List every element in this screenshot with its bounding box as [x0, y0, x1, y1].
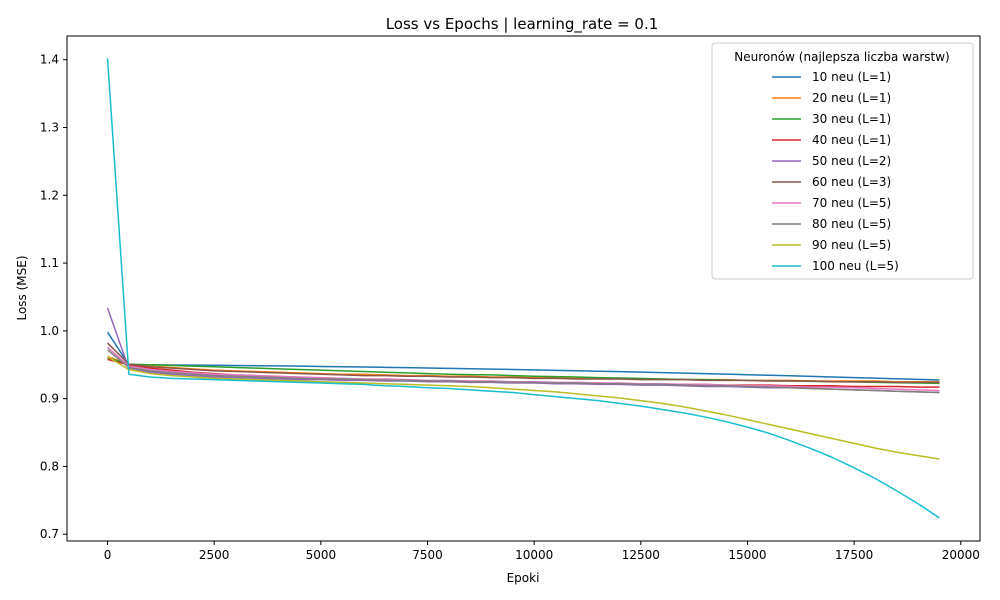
x-tick-label: 10000	[515, 548, 553, 562]
x-tick-label: 5000	[306, 548, 337, 562]
x-tick-label: 15000	[728, 548, 766, 562]
y-tick-label: 1.2	[40, 188, 59, 202]
legend-entry: 70 neu (L=5)	[812, 196, 891, 210]
legend-entry: 80 neu (L=5)	[812, 217, 891, 231]
legend-title: Neuronów (najlepsza liczba warstw)	[734, 50, 949, 64]
axes-frame	[66, 35, 981, 542]
x-tick-label: 2500	[199, 548, 230, 562]
y-axis-label: Loss (MSE)	[15, 255, 29, 320]
legend-entry: 50 neu (L=2)	[812, 154, 891, 168]
legend-entry: 100 neu (L=5)	[812, 259, 899, 273]
series-line-8	[107, 349, 940, 394]
legend-box	[711, 42, 974, 280]
legend-entry: 90 neu (L=5)	[812, 238, 891, 252]
x-tick-label: 20000	[942, 548, 980, 562]
y-tick-label: 0.9	[40, 392, 59, 406]
series-line-6	[107, 342, 940, 384]
chart-title: Loss vs Epochs | learning_rate = 0.1	[386, 15, 659, 34]
plot-area	[106, 58, 940, 519]
series-line-10	[106, 58, 940, 519]
y-tick-label: 0.8	[40, 459, 59, 473]
x-axis-label: Epoki	[507, 571, 540, 585]
x-tick-label: 17500	[835, 548, 873, 562]
y-tick-label: 1.3	[40, 121, 59, 135]
y-axis: 0.7 0.8 0.9 1.0 1.1 1.2 1.3 1.4	[40, 53, 67, 541]
legend-entry: 60 neu (L=3)	[812, 175, 891, 189]
legend-items: 10 neu (L=1) 20 neu (L=1) 30 neu (L=1) 40 n…	[772, 70, 899, 273]
x-tick-label: 7500	[412, 548, 443, 562]
legend-entry: 40 neu (L=1)	[812, 133, 891, 147]
x-axis: 0 2500 5000 7500 10000 12500 15000 17500 20000	[104, 541, 980, 562]
y-tick-label: 0.7	[40, 527, 59, 541]
legend: Neuronów (najlepsza liczba warstw) 10 ne…	[711, 42, 974, 280]
series-line-9	[107, 355, 940, 460]
y-tick-label: 1.0	[40, 324, 59, 338]
x-tick-label: 12500	[622, 548, 660, 562]
legend-entry: 30 neu (L=1)	[812, 112, 891, 126]
legend-entry: 10 neu (L=1)	[812, 70, 891, 84]
series-line-1	[106, 331, 940, 381]
y-tick-label: 1.4	[40, 53, 59, 67]
legend-entry: 20 neu (L=1)	[812, 91, 891, 105]
x-tick-label: 0	[104, 548, 112, 562]
y-tick-label: 1.1	[40, 256, 59, 270]
